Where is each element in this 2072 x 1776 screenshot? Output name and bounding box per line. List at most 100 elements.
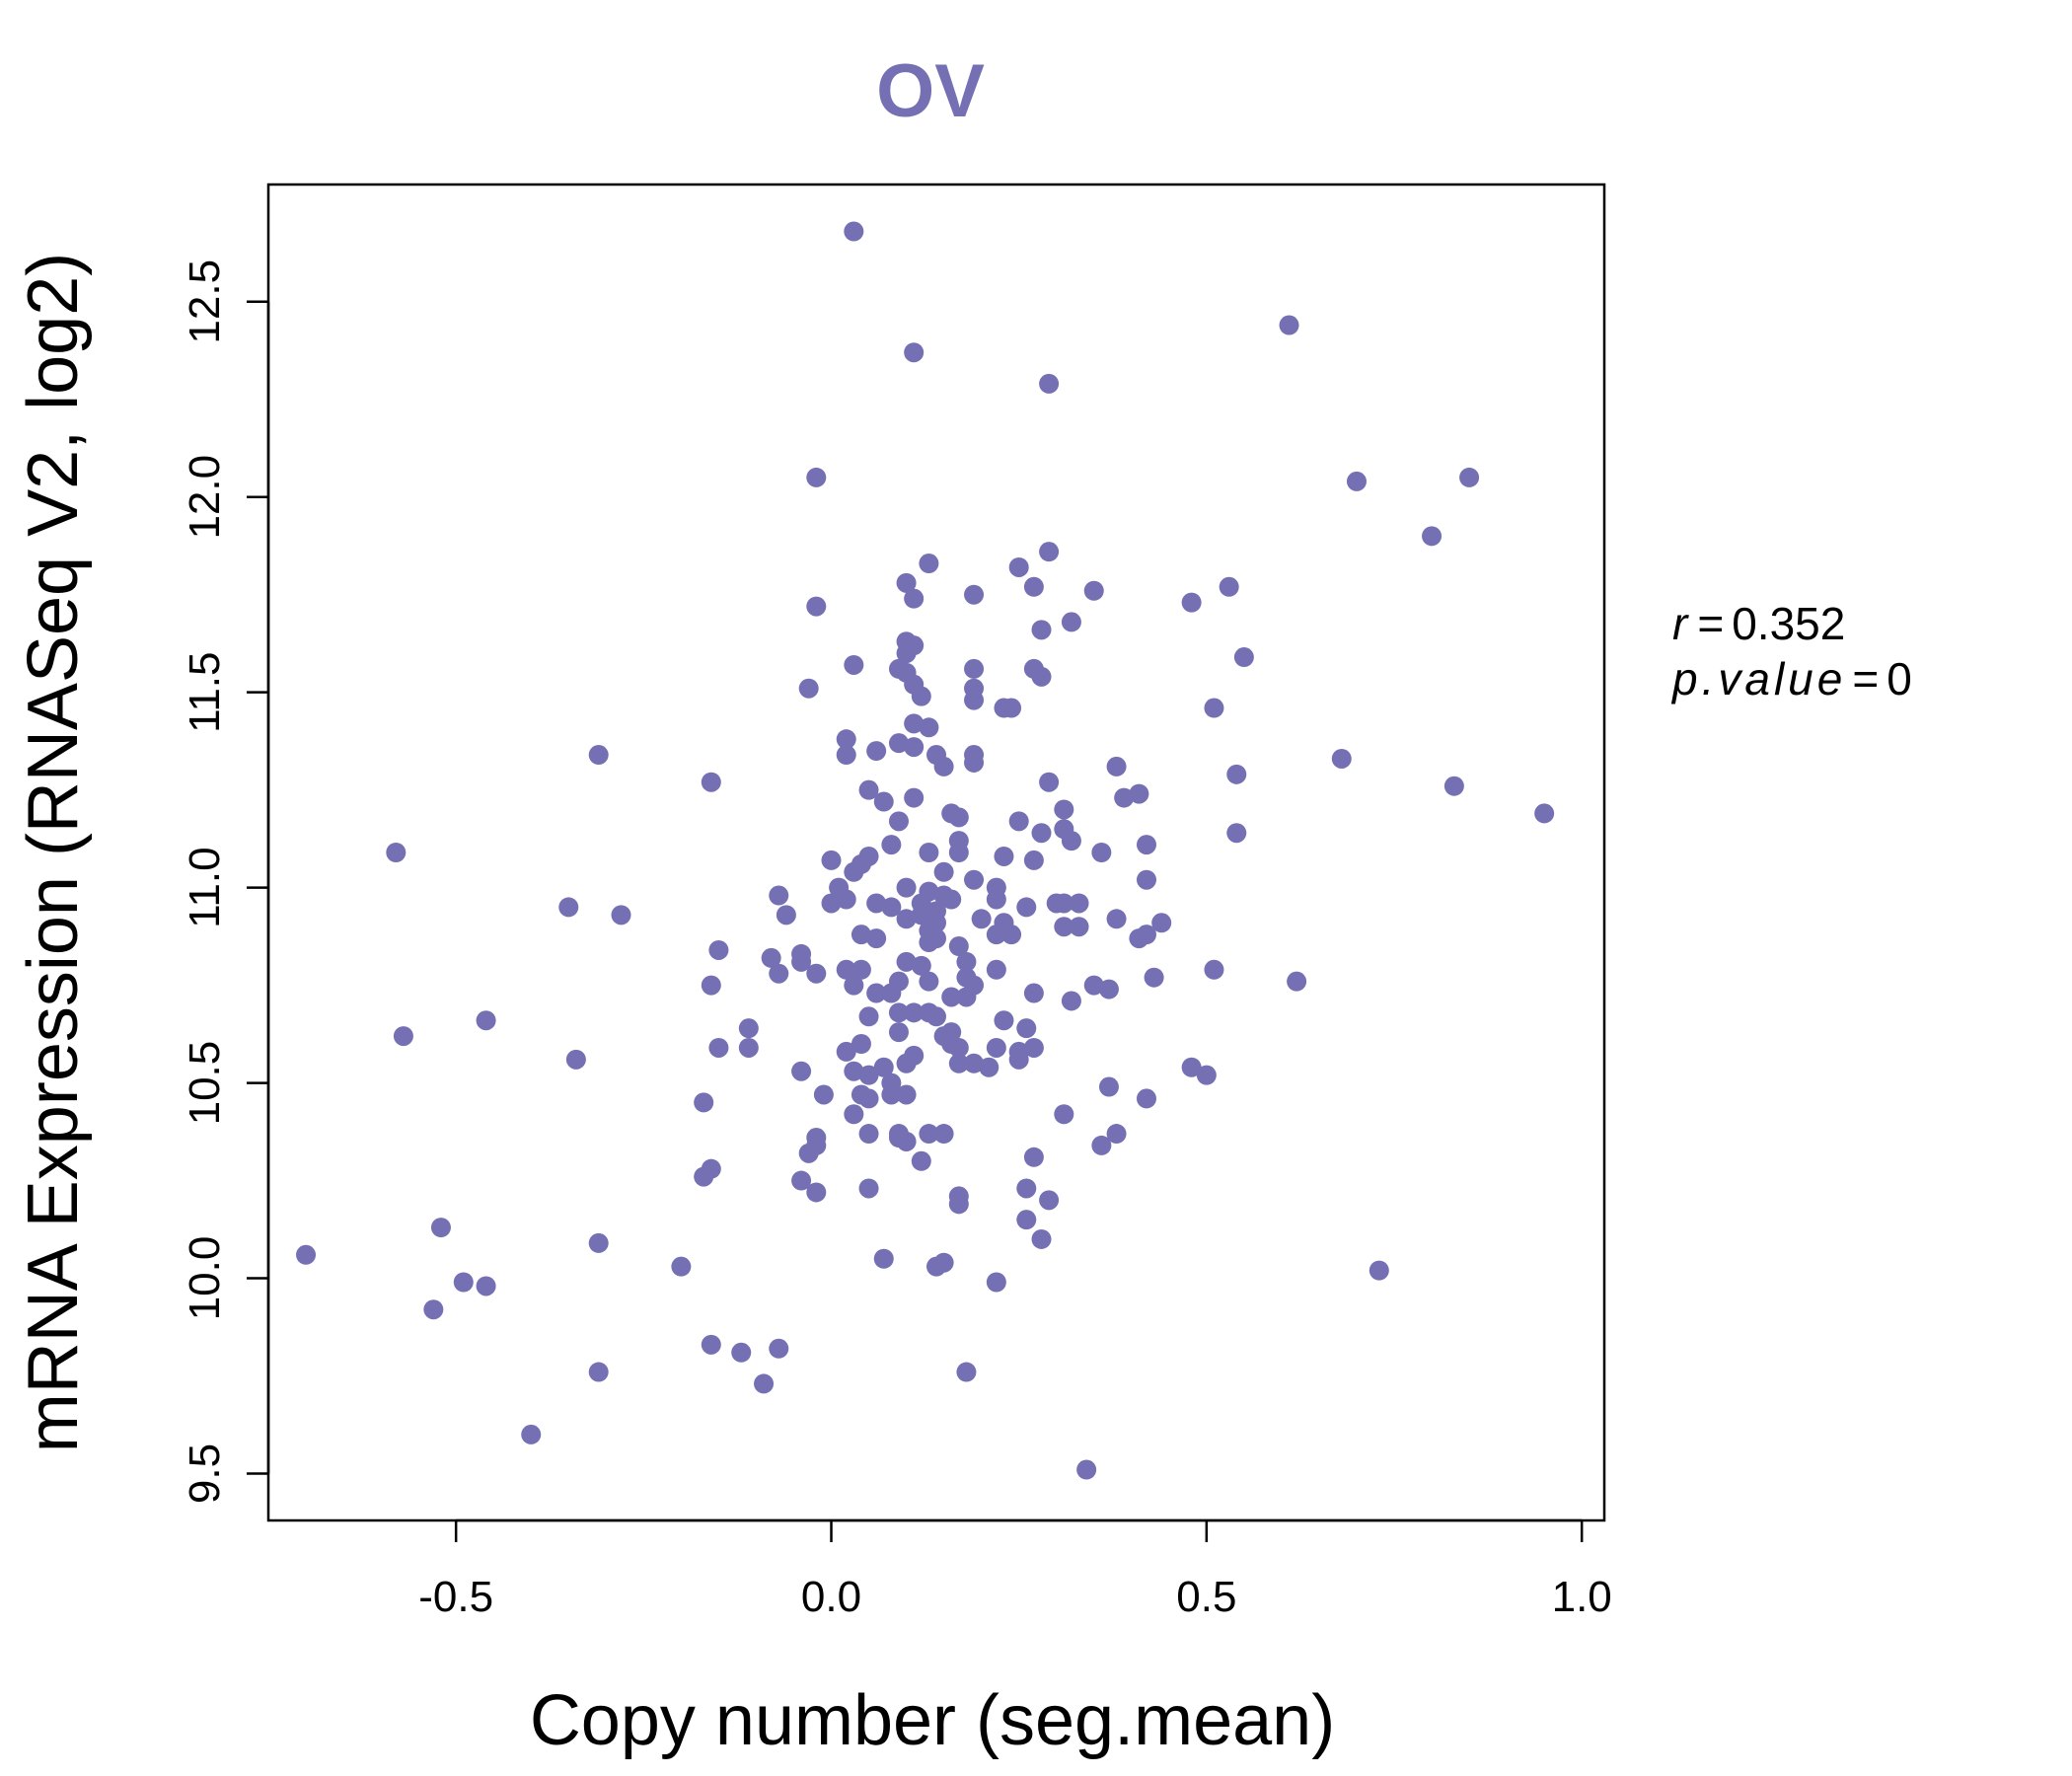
data-point — [896, 909, 917, 929]
r-label: r — [1672, 598, 1689, 649]
data-point — [423, 1299, 444, 1320]
data-point — [611, 905, 631, 925]
data-point — [798, 1143, 819, 1163]
data-point — [1136, 869, 1156, 890]
data-point — [844, 654, 864, 675]
data-point — [1039, 1190, 1060, 1211]
data-point — [1031, 823, 1052, 844]
data-point — [911, 955, 931, 976]
data-point — [986, 959, 1006, 980]
data-point — [1204, 959, 1224, 980]
data-point — [1459, 467, 1480, 487]
data-point — [393, 1026, 413, 1047]
data-point — [1023, 850, 1044, 870]
data-point — [888, 1022, 909, 1043]
data-point — [754, 1373, 775, 1394]
data-point — [904, 1002, 925, 1023]
data-points — [296, 221, 1555, 1480]
data-point — [964, 869, 985, 890]
data-point — [866, 741, 887, 762]
data-point — [986, 1037, 1006, 1058]
data-point — [836, 1041, 856, 1062]
data-point — [873, 1248, 894, 1269]
data-point — [806, 963, 827, 984]
data-point — [904, 787, 925, 808]
data-point — [1422, 526, 1443, 547]
data-point — [1114, 787, 1135, 808]
data-point — [1008, 811, 1029, 832]
data-point — [791, 951, 812, 972]
data-point — [588, 745, 609, 766]
data-point — [881, 983, 902, 1003]
data-point — [919, 554, 939, 574]
data-point — [964, 752, 985, 773]
data-point — [296, 1244, 317, 1265]
data-point — [806, 596, 827, 617]
p-value: 0 — [1887, 653, 1912, 704]
data-point — [701, 1334, 721, 1355]
data-point — [919, 843, 939, 862]
data-point — [1279, 315, 1299, 335]
data-point — [986, 889, 1006, 910]
pvalue-annotation: p.value = 0 — [1670, 653, 1912, 704]
data-point — [671, 1256, 692, 1277]
data-point — [1001, 698, 1022, 718]
data-point — [979, 1057, 999, 1077]
data-point — [904, 588, 925, 609]
data-point — [1031, 1228, 1052, 1249]
data-point — [888, 1002, 909, 1023]
data-point — [836, 889, 856, 910]
data-point — [844, 221, 864, 242]
data-point — [1443, 776, 1464, 796]
data-point — [1023, 1147, 1044, 1167]
data-point — [964, 690, 985, 710]
data-point — [919, 932, 939, 953]
data-point — [911, 1150, 931, 1171]
data-point — [948, 1053, 969, 1073]
data-point — [821, 850, 842, 870]
data-point — [701, 975, 721, 996]
data-point — [1346, 471, 1367, 491]
data-point — [588, 1232, 609, 1253]
data-point — [453, 1272, 474, 1293]
data-point — [1083, 580, 1104, 601]
y-tick-label: 11.0 — [181, 847, 229, 927]
data-point — [791, 1061, 812, 1081]
data-point — [701, 772, 721, 792]
data-point — [1039, 373, 1060, 394]
data-point — [738, 1037, 759, 1058]
y-axis-label: mRNA Expression (RNASeq V2, log2) — [14, 253, 93, 1452]
data-point — [896, 1084, 917, 1105]
data-point — [1016, 1210, 1037, 1230]
data-point — [881, 1084, 902, 1105]
data-point — [919, 1002, 939, 1023]
data-point — [1106, 909, 1127, 929]
data-point — [858, 1065, 879, 1085]
data-point — [1054, 893, 1074, 914]
data-point — [858, 779, 879, 800]
data-point — [806, 467, 827, 487]
data-point — [858, 1178, 879, 1199]
data-point — [836, 729, 856, 750]
data-point — [1069, 917, 1089, 937]
data-point — [1331, 748, 1352, 769]
data-point — [956, 1362, 977, 1382]
data-point — [738, 1018, 759, 1039]
data-point — [791, 1170, 812, 1191]
data-point — [896, 877, 917, 898]
data-point — [386, 843, 407, 862]
y-tick-label: 11.5 — [181, 651, 229, 732]
data-point — [806, 1182, 827, 1203]
data-point — [708, 939, 729, 960]
data-point — [1219, 576, 1239, 597]
data-point — [1091, 843, 1112, 862]
data-point — [430, 1218, 451, 1238]
data-point — [1054, 1104, 1074, 1125]
data-point — [844, 1061, 864, 1081]
data-point — [919, 971, 939, 992]
data-point — [1023, 1037, 1044, 1058]
x-axis-label: Copy number (seg.mean) — [530, 1681, 1335, 1760]
x-tick-label: 1.0 — [1552, 1573, 1612, 1621]
data-point — [866, 928, 887, 949]
x-tick-label: -0.5 — [418, 1573, 493, 1621]
